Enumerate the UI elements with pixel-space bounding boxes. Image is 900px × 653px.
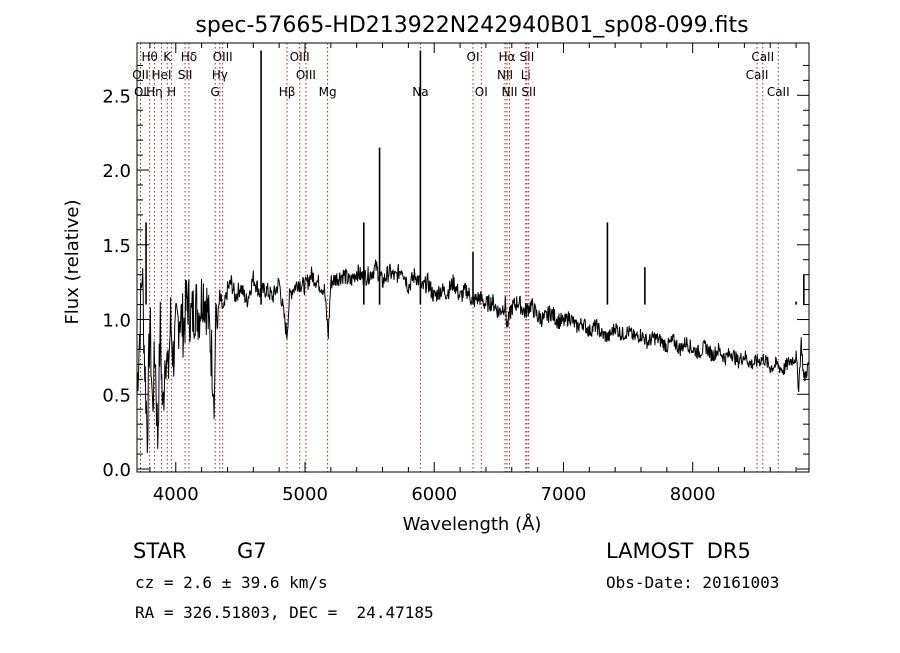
line-marker-label: NII <box>497 68 513 82</box>
line-marker-label: NII <box>502 85 518 99</box>
x-axis-ticks: 4000 5000 6000 7000 8000 <box>149 43 797 505</box>
line-marker-label: CaII <box>767 85 790 99</box>
axes <box>136 42 810 473</box>
y-tick-label: 1.5 <box>102 236 131 257</box>
object-subclass: G7 <box>237 539 267 563</box>
line-marker-label: CaII <box>751 50 774 64</box>
line-marker-label: OI <box>467 50 480 64</box>
line-marker-label: SII <box>521 85 536 99</box>
y-tick-label: 2.5 <box>102 86 131 107</box>
chart-title: spec-57665-HD213922N242940B01_sp08-099.f… <box>195 13 748 38</box>
line-marker-label: OI <box>134 85 147 99</box>
line-marker-label: Hη <box>146 85 163 99</box>
line-marker-label: SII <box>520 50 535 64</box>
line-marker-label: Hθ <box>141 50 157 64</box>
line-marker-label: Hδ <box>181 50 197 64</box>
line-marker-label: HeI <box>151 68 171 82</box>
x-tick-label: 6000 <box>411 484 457 505</box>
survey-name: LAMOST DR5 <box>606 539 751 563</box>
line-marker-label: CaII <box>746 68 769 82</box>
coordinates-text: RA = 326.51803, DEC = 24.47185 <box>135 603 434 622</box>
line-marker-label: Li <box>521 68 531 82</box>
object-class: STAR <box>133 539 187 563</box>
line-marker-label: K <box>163 50 172 64</box>
spectrum-series <box>136 50 809 453</box>
y-tick-label: 0.0 <box>102 460 131 481</box>
line-marker-label: Hα <box>499 50 516 64</box>
line-marker-label: OIII <box>290 50 310 64</box>
line-marker-label: OII <box>132 68 149 82</box>
x-tick-label: 4000 <box>153 484 199 505</box>
redshift-text: cz = 2.6 ± 39.6 km/s <box>135 573 328 592</box>
y-tick-label: 2.0 <box>102 161 131 182</box>
line-markers: Hθ K Hδ OIII OIII OI Hα SII CaII OII HeI SII Hγ OIII N… <box>132 43 790 472</box>
y-tick-label: 0.5 <box>102 385 131 406</box>
x-axis-label: Wavelength (Å) <box>403 513 542 535</box>
line-marker-label: SII <box>178 68 193 82</box>
line-marker-label: OI <box>475 85 488 99</box>
y-axis-label: Flux (relative) <box>62 199 83 324</box>
line-marker-label: OIII <box>213 50 233 64</box>
x-tick-label: 8000 <box>670 484 716 505</box>
line-marker-label: Mg <box>319 85 337 99</box>
y-axis-ticks: 0.0 0.5 1.0 1.5 2.0 2.5 <box>102 64 809 481</box>
line-marker-label: OIII <box>296 68 316 82</box>
line-marker-label: Hβ <box>279 85 296 99</box>
line-marker-label: H <box>167 85 176 99</box>
line-marker-label: Hγ <box>212 68 228 82</box>
obs-date: Obs-Date: 20161003 <box>606 573 780 592</box>
line-marker-label: G <box>211 85 220 99</box>
x-tick-label: 5000 <box>282 484 328 505</box>
plot-frame <box>136 42 810 473</box>
y-tick-label: 1.0 <box>102 311 131 332</box>
x-tick-label: 7000 <box>541 484 587 505</box>
